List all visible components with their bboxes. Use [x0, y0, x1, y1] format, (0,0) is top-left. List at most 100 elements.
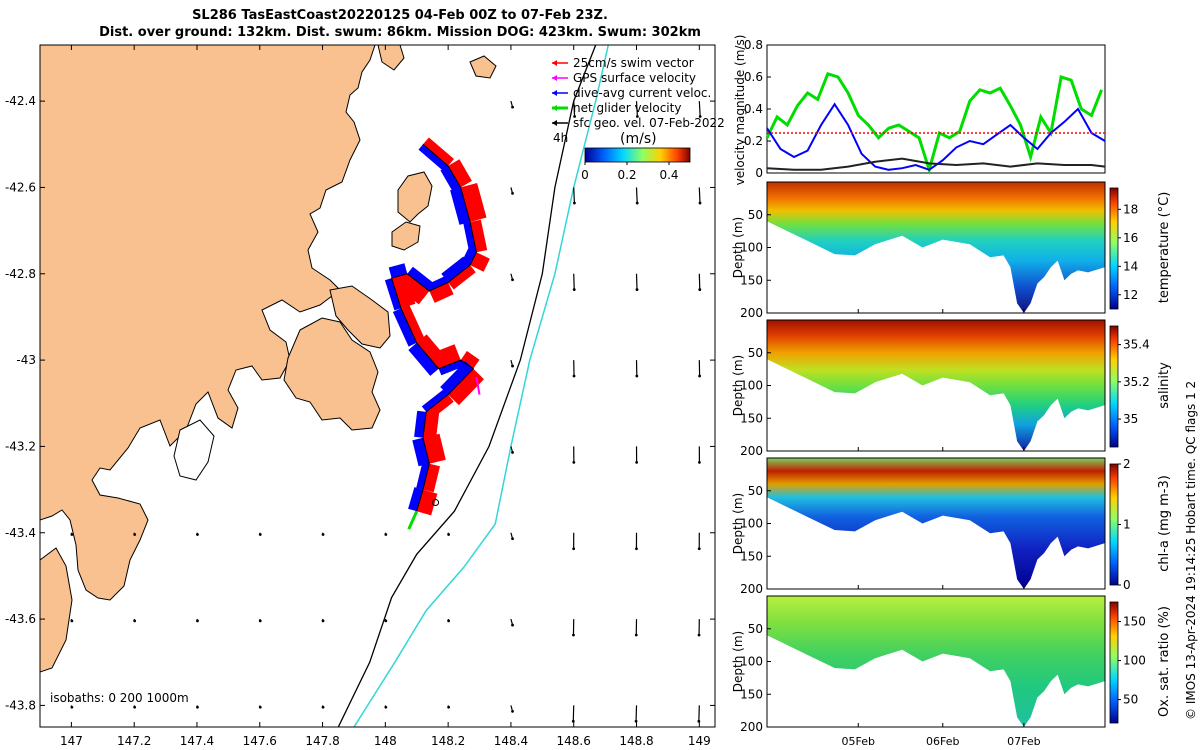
isobaths — [337, 45, 610, 727]
current-vector-band — [414, 410, 427, 438]
section-colorbar-tick-label: 35.2 — [1123, 375, 1150, 389]
freycinet-tip — [377, 45, 405, 71]
geo-velocity-arrowhead — [447, 619, 451, 623]
section-colorbar — [1109, 325, 1119, 448]
swim-vector-band — [460, 351, 480, 369]
velocity-ytick-label: 0.8 — [744, 38, 763, 52]
section-data-fill — [767, 182, 1105, 313]
velocity-ylabel: velocity magnitude (m/s) — [733, 35, 747, 186]
map-ytick-label: -43 — [16, 353, 36, 367]
velocity-series — [765, 71, 1106, 176]
map-xtick-label: 148.4 — [494, 734, 528, 748]
map-colorbar-tick-label: 0 — [581, 168, 589, 182]
geo-velocity-arrow — [573, 273, 575, 290]
legend-item-current: dive-avg current veloc. — [552, 86, 711, 100]
geo-velocity-arrowhead — [511, 278, 514, 282]
map-xtick-label: 147.2 — [117, 734, 151, 748]
section-ytick-label: 150 — [740, 687, 763, 701]
tasman-peninsula — [329, 285, 391, 349]
position-marker — [432, 499, 440, 507]
geo-velocity-arrowhead — [258, 619, 262, 623]
section-ylabel: Depth (m) — [731, 493, 745, 554]
geo-velocity-arrowhead — [384, 705, 388, 709]
section-ytick-label: 50 — [748, 622, 763, 636]
geo-velocity-arrowhead — [635, 374, 639, 378]
geo-velocity-arrowhead — [635, 461, 639, 464]
section-ytick-label: 100 — [740, 517, 763, 531]
geo-velocity-arrowhead — [573, 115, 577, 118]
legend-item-swim: 25cm/s swim vector — [552, 56, 694, 70]
section-colorbar-tick-label: 18 — [1123, 202, 1138, 216]
isobath-200m-line — [337, 45, 597, 727]
geo-velocity-arrowhead — [447, 533, 451, 536]
map-ytick-label: -43.4 — [5, 526, 36, 540]
velocity-series-0 — [765, 71, 1103, 176]
map-ytick-label: -42.6 — [5, 180, 36, 194]
map-ytick-label: -43.2 — [5, 439, 36, 453]
swim-vector-band — [460, 183, 487, 222]
section-ytick-label: 150 — [740, 273, 763, 287]
gps-velocity-arrow — [475, 377, 481, 395]
section-ytick-label: 100 — [740, 655, 763, 669]
section-ytick-label: 100 — [740, 241, 763, 255]
section-ytick-label: 50 — [748, 208, 763, 222]
velocity-ytick-label: 0 — [755, 166, 763, 180]
map-colorbar-ticks: 0 0.2 0.4 — [581, 162, 679, 182]
current-vector-band — [438, 360, 464, 376]
geo-velocity-arrowhead — [572, 547, 576, 551]
section-colorbar-tick-label: 14 — [1123, 259, 1138, 273]
legend-marker-label: 4h — [553, 131, 568, 145]
map-colorbar — [584, 147, 691, 163]
map-xtick-label: 148.6 — [557, 734, 591, 748]
section-colorbar — [1109, 601, 1119, 724]
geo-velocity-arrow — [635, 187, 638, 204]
current-vector-band — [388, 263, 408, 279]
geo-velocity-arrow — [573, 101, 576, 117]
map-xtick-label: 147.6 — [243, 734, 277, 748]
map-xtick-label: 148.8 — [619, 734, 653, 748]
geo-velocity-arrowhead — [511, 451, 514, 454]
geo-velocity-arrowhead — [384, 533, 388, 536]
velocity-ytick-label: 0.4 — [744, 102, 763, 116]
credit-text: © IMOS 13-Apr-2024 19:14:25 Hobart time.… — [1184, 380, 1198, 720]
map-xtick-label: 147 — [60, 734, 83, 748]
geo-velocity-arrowhead — [698, 115, 702, 118]
geo-velocity-arrowhead — [697, 633, 701, 637]
section-ytick-label: 200 — [740, 582, 763, 596]
bruny-island — [40, 547, 73, 673]
velocity-axes-frame — [766, 44, 1106, 174]
current-vector-band — [418, 144, 449, 172]
colorbar-title: (m/s) — [620, 131, 657, 147]
geo-velocity-arrowhead — [573, 201, 576, 205]
geo-velocity-arrowhead — [635, 288, 639, 291]
swim-vector-band — [448, 159, 472, 188]
swim-vector-band — [470, 219, 488, 253]
geo-velocity-arrowhead — [196, 533, 199, 536]
geo-velocity-arrowhead — [698, 461, 701, 464]
section-colorbar-tick-label: 0 — [1123, 578, 1131, 592]
velocity-series-3 — [766, 157, 1106, 171]
section-colorbar-label: temperature (°C) — [1157, 192, 1172, 304]
map-x-ticks: 147 147.2 147.4 147.6 147.8 148 148.2 148.4 148.… — [60, 45, 711, 748]
geo-velocity-arrowhead — [511, 364, 514, 368]
section-ytick-label: 50 — [748, 346, 763, 360]
section-colorbar — [1109, 463, 1119, 586]
map-colorbar-tick-label: 0.4 — [659, 168, 678, 182]
section-colorbar-tick-label: 12 — [1123, 288, 1138, 302]
map-xtick-label: 147.4 — [180, 734, 214, 748]
geo-velocity-arrow — [698, 187, 701, 204]
maria-island-south — [391, 221, 421, 251]
geo-velocity-arrowhead — [572, 633, 575, 637]
current-vector-band — [384, 278, 401, 311]
swim-vector-band — [416, 489, 438, 516]
geo-velocity-arrowhead — [133, 619, 137, 623]
section-ytick-label: 50 — [748, 484, 763, 498]
current-vector-band — [441, 256, 471, 283]
geo-velocity-arrowhead — [321, 619, 325, 623]
isobath-1000m-line — [353, 45, 610, 727]
section-ytick-label: 200 — [740, 306, 763, 320]
geo-velocity-arrowhead — [133, 533, 137, 536]
geo-velocity-arrow — [635, 101, 638, 117]
